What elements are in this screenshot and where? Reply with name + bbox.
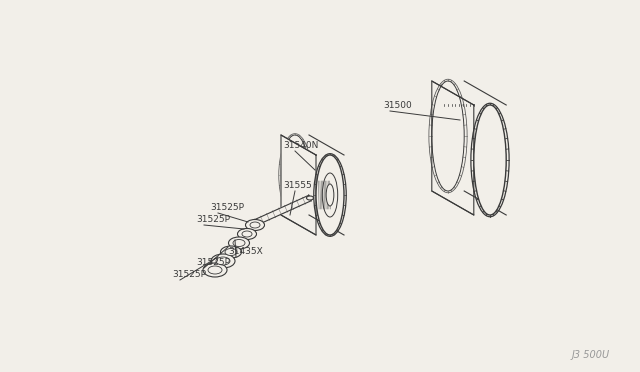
Ellipse shape [237,228,257,240]
Ellipse shape [250,222,260,228]
Text: 31435X: 31435X [228,247,263,256]
Ellipse shape [326,184,334,206]
Text: 31525P: 31525P [196,215,230,224]
Ellipse shape [216,257,230,265]
Text: 31500: 31500 [383,101,412,110]
Text: 31555: 31555 [283,181,312,190]
Text: J3 500U: J3 500U [572,350,610,360]
Ellipse shape [432,81,464,191]
Text: 31525P: 31525P [196,258,230,267]
Polygon shape [281,135,316,235]
Ellipse shape [307,196,314,200]
Polygon shape [249,195,311,228]
Ellipse shape [221,246,241,258]
Ellipse shape [228,237,250,249]
Ellipse shape [211,254,235,268]
Ellipse shape [246,219,264,231]
Ellipse shape [233,240,245,247]
Text: 31525P: 31525P [172,270,206,279]
Text: 31540N: 31540N [283,141,318,150]
Polygon shape [432,81,474,215]
Text: 31525P: 31525P [210,203,244,212]
Ellipse shape [281,135,309,215]
Ellipse shape [225,248,237,256]
Ellipse shape [474,105,506,215]
Ellipse shape [242,231,252,237]
Ellipse shape [208,266,222,274]
Ellipse shape [316,155,344,235]
Ellipse shape [203,263,227,277]
